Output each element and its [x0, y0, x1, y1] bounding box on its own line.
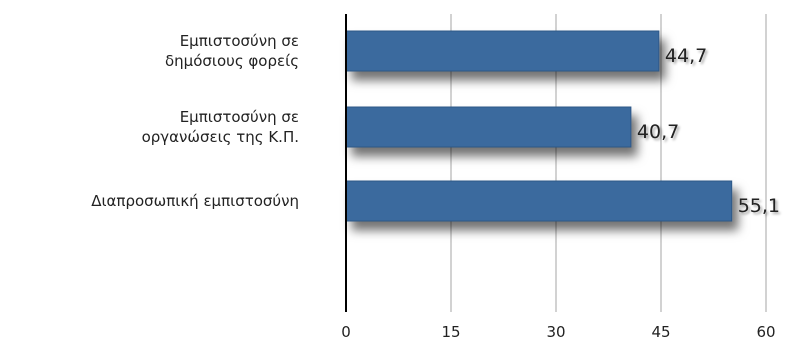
- bars: [345, 30, 733, 222]
- x-tick-label-30: 30: [546, 323, 565, 340]
- value-label-2: 55,1: [738, 195, 780, 217]
- bar-1: [345, 106, 632, 148]
- category-labels: Εμπιστοσύνη σε δημόσιους φορείςΕμπιστοσύν…: [91, 32, 299, 210]
- value-label-0: 44,7: [665, 45, 707, 67]
- category-label-line: Εμπιστοσύνη σε: [180, 32, 299, 50]
- category-label-1: Εμπιστοσύνη σε οργανώσεις της Κ.Π.: [142, 108, 299, 146]
- category-label-line: δημόσιους φορείς: [165, 52, 299, 70]
- category-label-2: Διαπροσωπική εμπιστοσύνη: [91, 192, 299, 210]
- x-tick-label-0: 0: [341, 323, 351, 340]
- x-tick-label-45: 45: [651, 323, 670, 340]
- category-label-line: οργανώσεις της Κ.Π.: [142, 128, 299, 146]
- category-label-0: Εμπιστοσύνη σε δημόσιους φορείς: [165, 32, 299, 70]
- value-label-1: 40,7: [637, 121, 679, 143]
- x-tick-labels: 0 15 30 45 60: [341, 323, 775, 340]
- category-label-line: Διαπροσωπική εμπιστοσύνη: [91, 192, 299, 210]
- bar-0: [345, 30, 660, 72]
- value-labels: 44,7 40,7 55,1: [637, 45, 780, 217]
- x-tick-label-60: 60: [756, 323, 775, 340]
- bar-2: [345, 180, 733, 222]
- x-tick-label-15: 15: [441, 323, 460, 340]
- category-label-line: Εμπιστοσύνη σε: [180, 108, 299, 126]
